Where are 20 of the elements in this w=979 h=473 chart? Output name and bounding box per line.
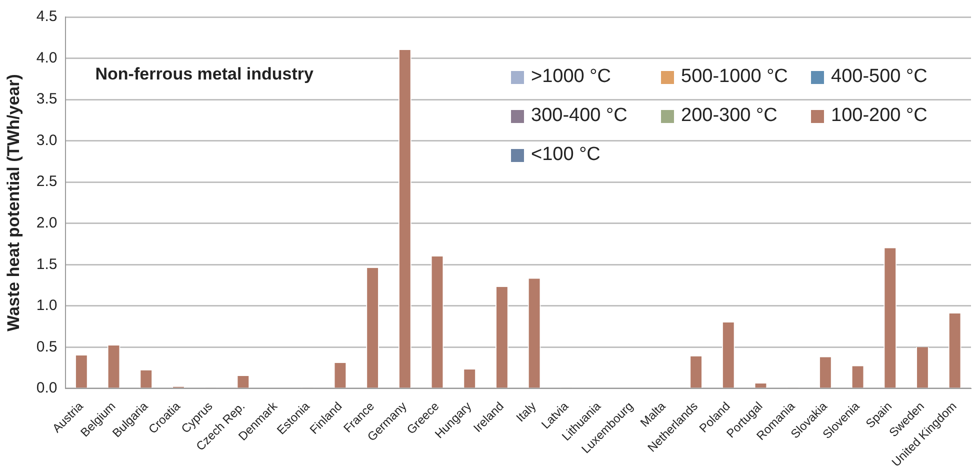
text: Non-ferrous metal industry [95,64,314,84]
legend-label: 200-300 °C [681,105,778,126]
y-tick-label: 0.0 [36,380,58,397]
y-tick-label: 3.5 [36,90,58,108]
y-tick-label: 1.5 [36,256,58,273]
y-axis-title: Waste heat potential (TWh/year) [4,74,23,332]
y-tick-label: 3.0 [36,132,58,149]
legend-label: 400-500 °C [831,66,928,88]
legend-label: <100 °C [531,144,600,166]
y-tick-label: 4.5 [36,8,58,26]
legend-label: 300-400 °C [531,105,628,126]
legend-label: 500-1000 °C [681,66,788,88]
y-tick-label: 1.0 [36,297,58,314]
legend-label: >1000 °C [531,66,611,88]
x-tick-label: Italy [513,399,539,425]
y-tick-label: 0.5 [36,338,58,356]
y-tick-label: 4.0 [36,49,58,66]
legend-label: 100-200 °C [831,105,928,126]
y-tick-label: 2.0 [36,214,58,232]
y-tick-label: 2.5 [36,173,58,190]
